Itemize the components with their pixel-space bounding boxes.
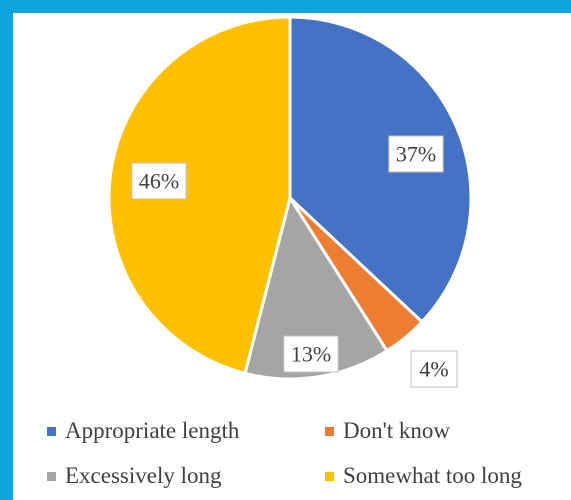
data-label-box <box>410 350 458 388</box>
legend-label-excessively-long: Excessively long <box>65 463 222 488</box>
legend-item-dont-know: Don't know <box>325 416 571 446</box>
data-label-text: 46% <box>139 169 179 194</box>
pie-data-labels: 37% 4% 13% 46% <box>131 135 458 388</box>
data-label-appropriate-length: 37% <box>388 135 444 173</box>
data-label-text: 37% <box>396 142 436 167</box>
legend-item-somewhat-too-long: Somewhat too long <box>325 461 571 491</box>
legend-label-dont-know: Don't know <box>343 418 451 443</box>
pie-slices <box>107 15 473 381</box>
legend-label-somewhat-too-long: Somewhat too long <box>343 463 522 488</box>
legend: Appropriate length Don't know Excessivel… <box>47 416 571 491</box>
pie-slice-appropriate-length <box>288 15 473 324</box>
data-label-box <box>283 335 339 373</box>
legend-item-appropriate-length: Appropriate length <box>47 416 325 446</box>
legend-item-excessively-long: Excessively long <box>47 461 325 491</box>
chart-panel: 37% 4% 13% 46% Appropriate length Don't kno… <box>13 13 571 500</box>
data-label-text: 4% <box>419 357 448 382</box>
pie-slice-excessively-long <box>243 196 389 381</box>
data-label-excessively-long: 13% <box>283 335 339 373</box>
data-label-don-t-know: 4% <box>410 350 458 388</box>
data-label-text: 13% <box>291 342 331 367</box>
pie-chart: 37% 4% 13% 46% <box>107 15 473 388</box>
legend-swatch-appropriate-length <box>47 426 56 436</box>
legend-swatch-dont-know <box>325 426 334 436</box>
legend-label-appropriate-length: Appropriate length <box>65 418 240 443</box>
pie-slice-somewhat-too-long <box>107 15 292 375</box>
legend-swatch-excessively-long <box>47 471 56 481</box>
data-label-box <box>131 162 187 200</box>
data-label-box <box>388 135 444 173</box>
legend-swatch-somewhat-too-long <box>325 471 334 481</box>
data-label-somewhat-too-long: 46% <box>131 162 187 200</box>
